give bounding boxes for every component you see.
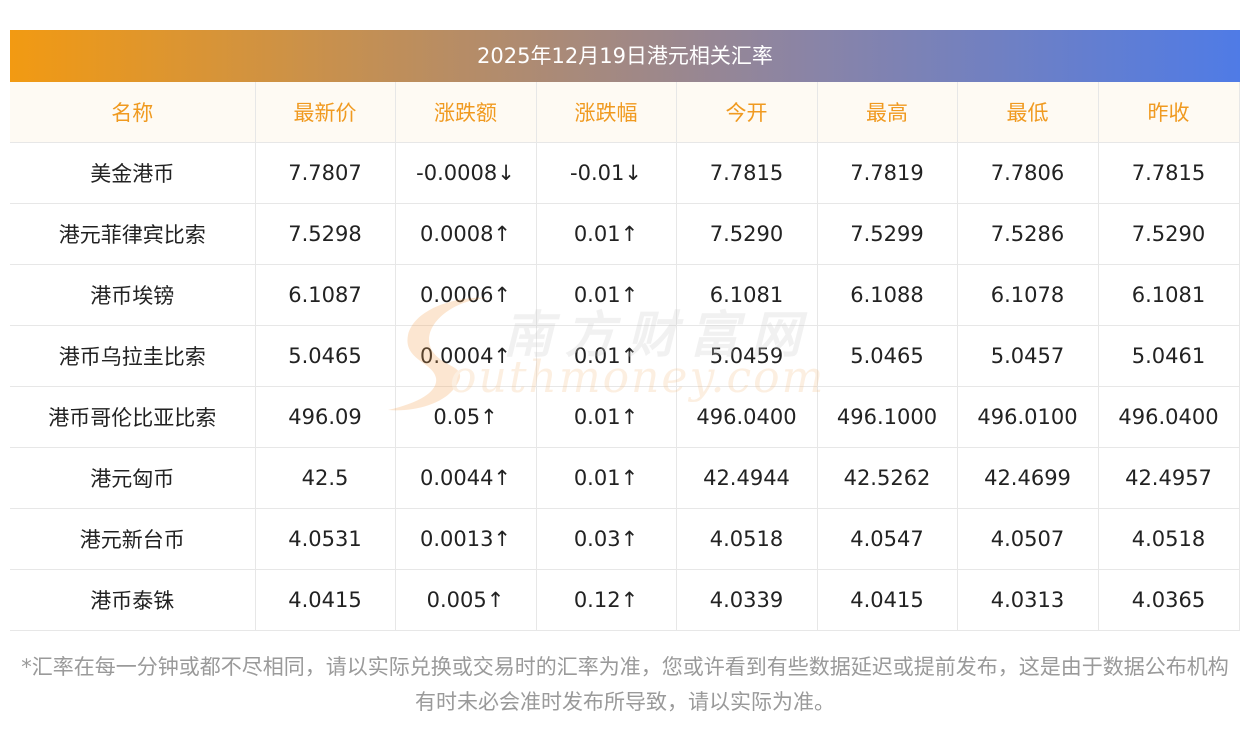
latest-price-cell: 6.1087 xyxy=(255,264,396,326)
change-percent-cell: 0.12↑ xyxy=(536,569,677,631)
change-percent-cell: 0.01↑ xyxy=(536,264,677,326)
currency-name-cell: 港币埃镑 xyxy=(10,264,256,326)
column-header-open: 今开 xyxy=(676,82,818,143)
prev-close-cell: 5.0461 xyxy=(1098,325,1240,387)
low-price-cell: 6.1078 xyxy=(957,264,1099,326)
column-header-change: 涨跌额 xyxy=(395,82,537,143)
change-percent-cell: 0.03↑ xyxy=(536,508,677,570)
currency-name-cell: 港币泰铢 xyxy=(10,569,256,631)
open-price-cell: 4.0339 xyxy=(676,569,818,631)
high-price-cell: 6.1088 xyxy=(817,264,958,326)
low-price-cell: 4.0507 xyxy=(957,508,1099,570)
high-price-cell: 5.0465 xyxy=(817,325,958,387)
prev-close-cell: 42.4957 xyxy=(1098,447,1240,509)
latest-price-cell: 7.5298 xyxy=(255,203,396,265)
low-price-cell: 496.0100 xyxy=(957,386,1099,448)
high-price-cell: 496.1000 xyxy=(817,386,958,448)
open-price-cell: 7.5290 xyxy=(676,203,818,265)
column-header-high: 最高 xyxy=(817,82,958,143)
high-price-cell: 4.0547 xyxy=(817,508,958,570)
high-price-cell: 7.7819 xyxy=(817,142,958,204)
change-amount-cell: 0.0006↑ xyxy=(395,264,537,326)
currency-name-cell: 港币乌拉圭比索 xyxy=(10,325,256,387)
change-percent-cell: 0.01↑ xyxy=(536,203,677,265)
table-row: 美金港币 7.7807 -0.0008↓ -0.01↓ 7.7815 7.7819 7.78… xyxy=(10,142,1240,204)
change-percent-cell: 0.01↑ xyxy=(536,447,677,509)
latest-price-cell: 7.7807 xyxy=(255,142,396,204)
table-row: 港元菲律宾比索 7.5298 0.0008↑ 0.01↑ 7.5290 7.5299 7.5… xyxy=(10,203,1240,265)
change-percent-cell: 0.01↑ xyxy=(536,325,677,387)
table-row: 港元新台币 4.0531 0.0013↑ 0.03↑ 4.0518 4.0547 4.050… xyxy=(10,508,1240,570)
change-percent-cell: 0.01↑ xyxy=(536,386,677,448)
open-price-cell: 496.0400 xyxy=(676,386,818,448)
low-price-cell: 4.0313 xyxy=(957,569,1099,631)
currency-name-cell: 港元新台币 xyxy=(10,508,256,570)
table-row: 港币哥伦比亚比索 496.09 0.05↑ 0.01↑ 496.0400 496.1000… xyxy=(10,386,1240,448)
table-row: 港币埃镑 6.1087 0.0006↑ 0.01↑ 6.1081 6.1088 6.1078… xyxy=(10,264,1240,326)
column-header-prev-close: 昨收 xyxy=(1098,82,1240,143)
disclaimer-note: *汇率在每一分钟或都不尽相同，请以实际兑换或交易时的汇率为准，您或许看到有些数据… xyxy=(21,655,1229,714)
currency-name-cell: 港元匈币 xyxy=(10,447,256,509)
column-header-change-pct: 涨跌幅 xyxy=(536,82,677,143)
change-amount-cell: 0.05↑ xyxy=(395,386,537,448)
currency-name-cell: 港币哥伦比亚比索 xyxy=(10,386,256,448)
change-amount-cell: -0.0008↓ xyxy=(395,142,537,204)
latest-price-cell: 4.0531 xyxy=(255,508,396,570)
column-header-latest: 最新价 xyxy=(255,82,396,143)
open-price-cell: 42.4944 xyxy=(676,447,818,509)
latest-price-cell: 496.09 xyxy=(255,386,396,448)
open-price-cell: 6.1081 xyxy=(676,264,818,326)
table-row: 港币乌拉圭比索 5.0465 0.0004↑ 0.01↑ 5.0459 5.0465 5.0… xyxy=(10,325,1240,387)
open-price-cell: 5.0459 xyxy=(676,325,818,387)
latest-price-cell: 42.5 xyxy=(255,447,396,509)
change-amount-cell: 0.0008↑ xyxy=(395,203,537,265)
prev-close-cell: 496.0400 xyxy=(1098,386,1240,448)
low-price-cell: 7.5286 xyxy=(957,203,1099,265)
table-row: 港元匈币 42.5 0.0044↑ 0.01↑ 42.4944 42.5262 42.469… xyxy=(10,447,1240,509)
latest-price-cell: 4.0415 xyxy=(255,569,396,631)
table-header-row: 名称 最新价 涨跌额 涨跌幅 今开 最高 最低 昨收 xyxy=(10,82,1240,143)
change-amount-cell: 0.005↑ xyxy=(395,569,537,631)
low-price-cell: 42.4699 xyxy=(957,447,1099,509)
open-price-cell: 4.0518 xyxy=(676,508,818,570)
prev-close-cell: 6.1081 xyxy=(1098,264,1240,326)
prev-close-cell: 7.7815 xyxy=(1098,142,1240,204)
change-percent-cell: -0.01↓ xyxy=(536,142,677,204)
column-header-name: 名称 xyxy=(10,82,256,143)
high-price-cell: 42.5262 xyxy=(817,447,958,509)
table-row: 港币泰铢 4.0415 0.005↑ 0.12↑ 4.0339 4.0415 4.0313 4… xyxy=(10,569,1240,631)
change-amount-cell: 0.0044↑ xyxy=(395,447,537,509)
table-title: 2025年12月19日港元相关汇率 xyxy=(10,30,1240,82)
currency-name-cell: 美金港币 xyxy=(10,142,256,204)
low-price-cell: 7.7806 xyxy=(957,142,1099,204)
change-amount-cell: 0.0013↑ xyxy=(395,508,537,570)
exchange-rate-table: 名称 最新价 涨跌额 涨跌幅 今开 最高 最低 昨收 美金港币 7.7807 -0.… xyxy=(10,82,1240,631)
prev-close-cell: 7.5290 xyxy=(1098,203,1240,265)
change-amount-cell: 0.0004↑ xyxy=(395,325,537,387)
currency-name-cell: 港元菲律宾比索 xyxy=(10,203,256,265)
column-header-low: 最低 xyxy=(957,82,1099,143)
latest-price-cell: 5.0465 xyxy=(255,325,396,387)
prev-close-cell: 4.0518 xyxy=(1098,508,1240,570)
high-price-cell: 4.0415 xyxy=(817,569,958,631)
low-price-cell: 5.0457 xyxy=(957,325,1099,387)
high-price-cell: 7.5299 xyxy=(817,203,958,265)
prev-close-cell: 4.0365 xyxy=(1098,569,1240,631)
open-price-cell: 7.7815 xyxy=(676,142,818,204)
